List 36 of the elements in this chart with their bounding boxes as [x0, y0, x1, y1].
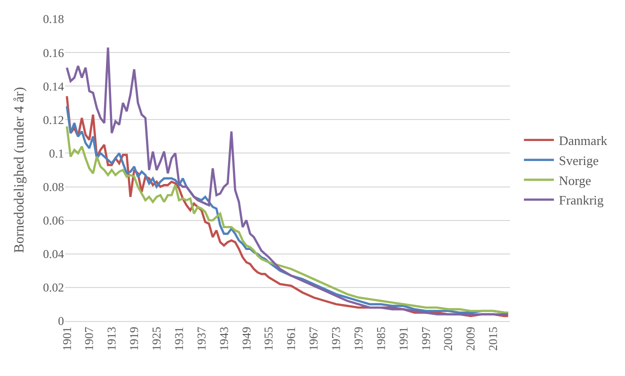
x-tick-label: 1919 — [127, 326, 142, 351]
x-tick-label: 2009 — [464, 326, 478, 351]
x-tick-label: 1997 — [418, 326, 433, 351]
x-tick-label: 1955 — [262, 326, 276, 351]
x-tick-label: 1949 — [239, 326, 254, 351]
x-tick-label: 1907 — [82, 326, 96, 351]
y-tick-label: 0.06 — [43, 214, 64, 228]
legend-label: Frankrig — [558, 192, 604, 208]
legend-label: Danmark — [558, 133, 608, 148]
x-tick-label: 2003 — [441, 326, 456, 351]
y-axis-title: Bornedodelighed (under 4 år) — [12, 86, 28, 253]
x-tick-label: 1985 — [374, 326, 388, 351]
line-series — [66, 46, 510, 316]
y-tick-label: 0.18 — [43, 12, 64, 26]
y-tick-label: 0.1 — [49, 146, 64, 160]
x-tick-label: 1931 — [172, 326, 186, 351]
x-tick-label: 1925 — [150, 326, 164, 351]
x-tick-label: 1901 — [60, 326, 74, 351]
y-tick-label: 0 — [58, 314, 64, 328]
y-tick-label: 0.16 — [43, 46, 64, 60]
x-tick-label: 1913 — [104, 326, 119, 351]
y-tick-label: 0.14 — [43, 79, 64, 94]
x-tick-label: 2015 — [486, 326, 500, 351]
y-tick-label: 0.02 — [43, 280, 64, 295]
x-tick-label: 1973 — [329, 326, 344, 351]
x-tick-label: 1961 — [284, 326, 298, 351]
legend-label: Sverige — [558, 152, 599, 168]
x-tick-label: 1991 — [396, 326, 410, 351]
x-tick-label: 1943 — [216, 326, 231, 351]
y-tick-label: 0.12 — [43, 112, 64, 127]
legend-label: Norge — [558, 172, 592, 188]
x-tick-label: 1979 — [351, 326, 366, 351]
y-tick-label: 0.04 — [43, 247, 64, 262]
x-tick-label: 1937 — [194, 326, 208, 351]
y-tick-label: 0.08 — [43, 180, 64, 194]
x-tick-label: 1967 — [306, 326, 321, 351]
